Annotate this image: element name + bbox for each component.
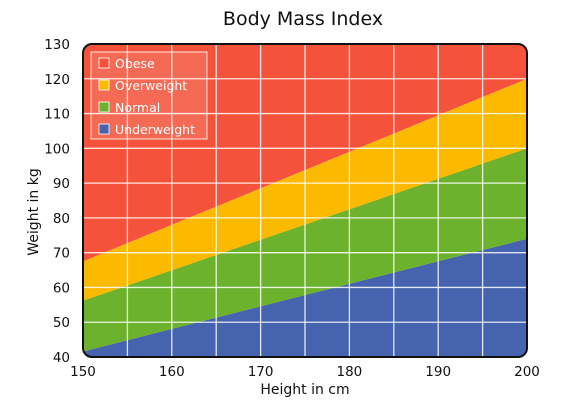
chart-title: Body Mass Index xyxy=(223,8,383,30)
y-tick-label: 60 xyxy=(53,280,70,296)
plot-border xyxy=(82,43,528,358)
legend-label-underweight: Underweight xyxy=(115,122,195,137)
legend-swatch-overweight xyxy=(98,79,110,91)
legend-label-normal: Normal xyxy=(115,100,160,115)
x-tick-label: 170 xyxy=(248,364,274,380)
grid-lines xyxy=(83,44,527,357)
x-tick-label: 160 xyxy=(159,364,185,380)
legend: Obese Overweight Normal Underweight xyxy=(90,51,208,140)
y-tick-label: 110 xyxy=(44,107,70,123)
y-axis-ticks: 40 50 60 70 80 90 100 110 120 130 xyxy=(44,37,70,366)
y-tick-label: 130 xyxy=(44,37,70,53)
x-tick-label: 190 xyxy=(425,364,451,380)
y-tick-label: 120 xyxy=(44,72,70,88)
y-tick-label: 80 xyxy=(53,211,70,227)
y-tick-label: 70 xyxy=(53,246,70,262)
y-tick-label: 50 xyxy=(53,315,70,331)
x-axis-label: Height in cm xyxy=(260,382,349,398)
legend-swatch-underweight xyxy=(98,123,110,135)
legend-label-obese: Obese xyxy=(115,56,155,71)
x-tick-label: 180 xyxy=(337,364,363,380)
x-axis-ticks: 150 160 170 180 190 200 xyxy=(70,364,540,380)
x-tick-label: 150 xyxy=(70,364,96,380)
legend-swatch-normal xyxy=(98,101,110,113)
legend-box xyxy=(90,51,208,140)
y-tick-label: 100 xyxy=(44,141,70,157)
plot-area xyxy=(83,44,527,357)
y-axis-label: Weight in kg xyxy=(26,168,42,255)
y-tick-label: 40 xyxy=(53,350,70,366)
legend-swatch-obese xyxy=(98,57,110,69)
legend-label-overweight: Overweight xyxy=(115,78,187,93)
y-tick-label: 90 xyxy=(53,176,70,192)
x-tick-label: 200 xyxy=(514,364,540,380)
